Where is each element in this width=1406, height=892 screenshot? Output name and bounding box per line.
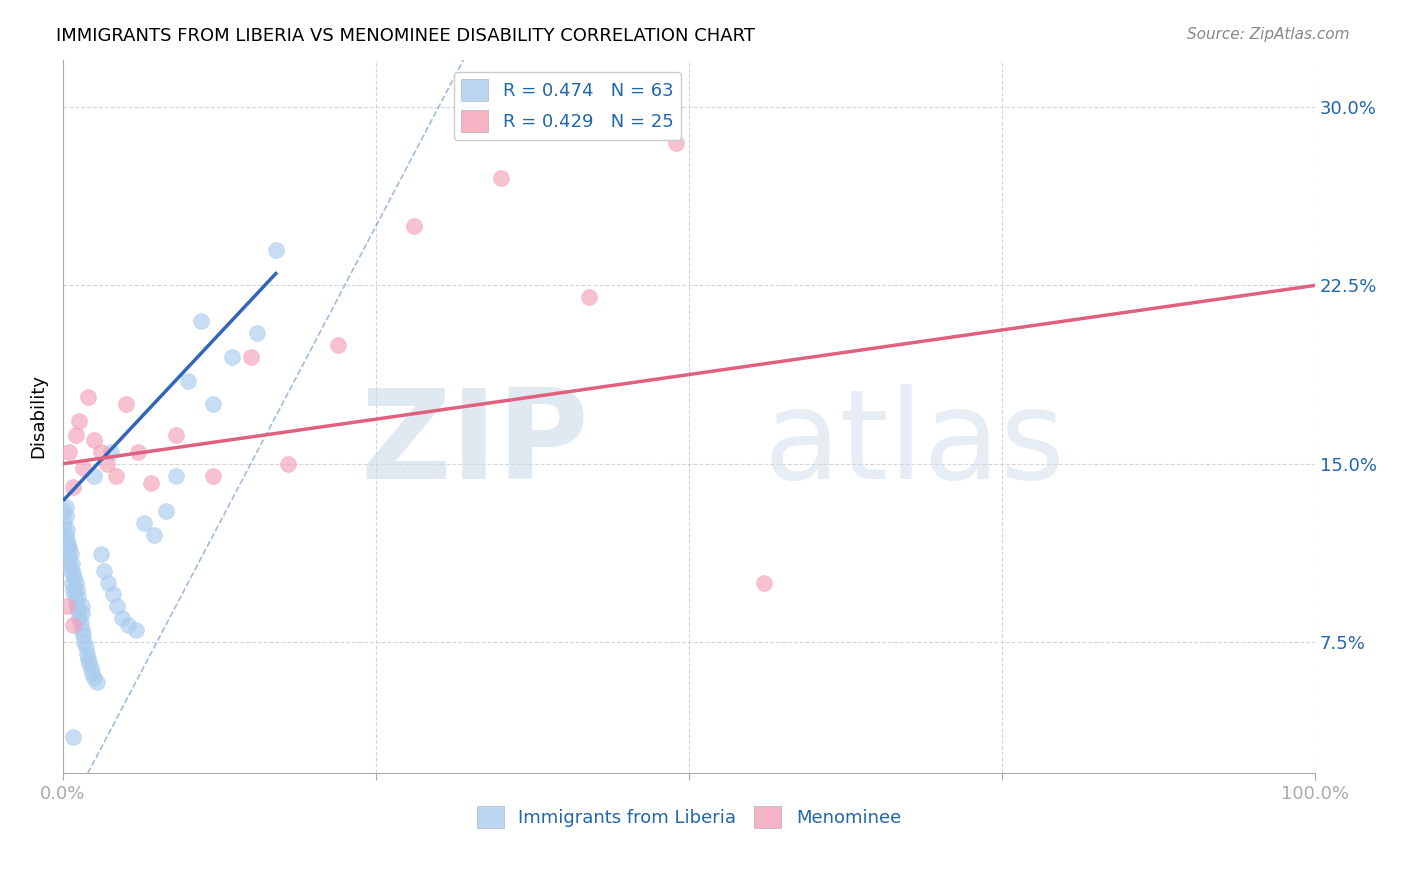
Point xyxy=(139,475,162,490)
Point xyxy=(328,338,350,352)
Point xyxy=(246,326,269,340)
Legend: Immigrants from Liberia, Menominee: Immigrants from Liberia, Menominee xyxy=(470,798,908,835)
Point xyxy=(70,599,93,614)
Point xyxy=(104,468,127,483)
Point xyxy=(72,628,94,642)
Point xyxy=(67,414,90,428)
Point xyxy=(127,445,149,459)
Y-axis label: Disability: Disability xyxy=(30,374,46,458)
Point xyxy=(79,661,101,675)
Point xyxy=(56,533,79,547)
Point xyxy=(69,615,91,630)
Point xyxy=(65,428,87,442)
Point xyxy=(177,374,200,388)
Point xyxy=(60,575,83,590)
Point xyxy=(56,537,79,551)
Point xyxy=(67,590,90,604)
Point xyxy=(62,730,84,744)
Point xyxy=(97,575,120,590)
Point xyxy=(53,516,76,530)
Point xyxy=(53,504,76,518)
Point xyxy=(55,528,77,542)
Point xyxy=(165,428,187,442)
Point xyxy=(489,171,512,186)
Point xyxy=(111,611,134,625)
Point xyxy=(190,314,212,328)
Point xyxy=(66,582,89,597)
Point xyxy=(56,523,79,537)
Point xyxy=(77,390,100,404)
Point xyxy=(63,571,86,585)
Point xyxy=(70,623,93,637)
Point xyxy=(90,445,112,459)
Point xyxy=(55,508,77,523)
Point xyxy=(578,290,600,304)
Point xyxy=(62,582,84,597)
Text: ZIP: ZIP xyxy=(360,384,589,505)
Point xyxy=(100,445,122,459)
Point xyxy=(58,445,80,459)
Point xyxy=(86,675,108,690)
Point xyxy=(59,547,82,561)
Point xyxy=(75,640,97,654)
Point xyxy=(60,557,83,571)
Point xyxy=(117,618,139,632)
Point xyxy=(752,575,775,590)
Point xyxy=(56,540,79,554)
Point xyxy=(55,500,77,514)
Point xyxy=(67,604,90,618)
Point xyxy=(83,433,105,447)
Point xyxy=(90,547,112,561)
Point xyxy=(143,528,166,542)
Point xyxy=(72,461,94,475)
Point xyxy=(221,350,243,364)
Point xyxy=(665,136,688,150)
Point xyxy=(124,623,146,637)
Point xyxy=(56,547,79,561)
Point xyxy=(79,657,101,671)
Point xyxy=(165,468,187,483)
Point xyxy=(73,635,96,649)
Point xyxy=(264,243,287,257)
Point xyxy=(58,557,80,571)
Point xyxy=(277,457,299,471)
Point xyxy=(67,611,90,625)
Point xyxy=(65,575,87,590)
Point xyxy=(239,350,262,364)
Point xyxy=(62,618,84,632)
Point xyxy=(63,587,86,601)
Point xyxy=(96,457,118,471)
Point xyxy=(70,607,93,621)
Point xyxy=(202,468,225,483)
Text: IMMIGRANTS FROM LIBERIA VS MENOMINEE DISABILITY CORRELATION CHART: IMMIGRANTS FROM LIBERIA VS MENOMINEE DIS… xyxy=(56,27,755,45)
Point xyxy=(77,651,100,665)
Point xyxy=(66,599,89,614)
Point xyxy=(134,516,156,530)
Point xyxy=(402,219,425,233)
Point xyxy=(76,647,98,661)
Point xyxy=(62,481,84,495)
Point xyxy=(58,540,80,554)
Point xyxy=(155,504,177,518)
Point xyxy=(202,397,225,411)
Point xyxy=(65,594,87,608)
Point xyxy=(83,468,105,483)
Text: Source: ZipAtlas.com: Source: ZipAtlas.com xyxy=(1187,27,1350,42)
Point xyxy=(58,551,80,566)
Point xyxy=(83,671,105,685)
Point xyxy=(114,397,136,411)
Point xyxy=(62,566,84,580)
Point xyxy=(80,665,103,680)
Text: atlas: atlas xyxy=(763,384,1066,505)
Point xyxy=(59,564,82,578)
Point xyxy=(56,599,79,614)
Point xyxy=(105,599,128,614)
Point xyxy=(93,564,115,578)
Point xyxy=(101,587,124,601)
